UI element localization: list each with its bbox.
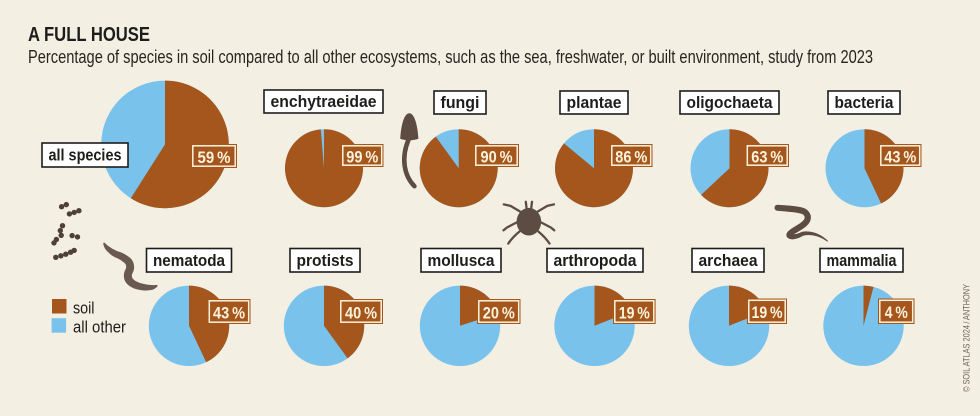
svg-text:plantae: plantae	[567, 94, 622, 112]
svg-text:4 %: 4 %	[885, 304, 908, 322]
svg-text:43 %: 43 %	[884, 148, 916, 166]
svg-text:enchytraeidae: enchytraeidae	[271, 93, 377, 111]
svg-text:nematoda: nematoda	[153, 252, 226, 270]
svg-text:90 %: 90 %	[481, 148, 513, 166]
svg-text:19 %: 19 %	[619, 304, 650, 322]
svg-text:63 %: 63 %	[751, 148, 783, 166]
svg-text:40 %: 40 %	[345, 304, 377, 322]
svg-text:A FULL HOUSE: A FULL HOUSE	[28, 23, 150, 46]
svg-text:arthropoda: arthropoda	[554, 252, 638, 270]
svg-text:oligochaeta: oligochaeta	[687, 94, 774, 112]
svg-text:59 %: 59 %	[198, 149, 231, 167]
svg-text:bacteria: bacteria	[835, 94, 895, 112]
svg-text:soil: soil	[73, 299, 95, 317]
svg-text:86 %: 86 %	[615, 148, 647, 166]
svg-text:archaea: archaea	[699, 252, 759, 270]
svg-text:fungi: fungi	[441, 94, 480, 112]
svg-text:all species: all species	[49, 147, 122, 165]
svg-text:99 %: 99 %	[346, 148, 378, 166]
svg-text:mammalia: mammalia	[827, 252, 898, 270]
svg-text:19 %: 19 %	[752, 304, 783, 322]
svg-text:all other: all other	[73, 319, 126, 337]
svg-text:Percentage of species in soil: Percentage of species in soil compared t…	[28, 47, 873, 67]
svg-text:protists: protists	[297, 252, 354, 270]
svg-text:43 %: 43 %	[213, 304, 245, 322]
svg-text:© SOIL ATLAS 2024 / ANTHONY: © SOIL ATLAS 2024 / ANTHONY	[962, 284, 972, 392]
svg-text:20 %: 20 %	[483, 304, 515, 322]
svg-text:mollusca: mollusca	[428, 252, 496, 270]
